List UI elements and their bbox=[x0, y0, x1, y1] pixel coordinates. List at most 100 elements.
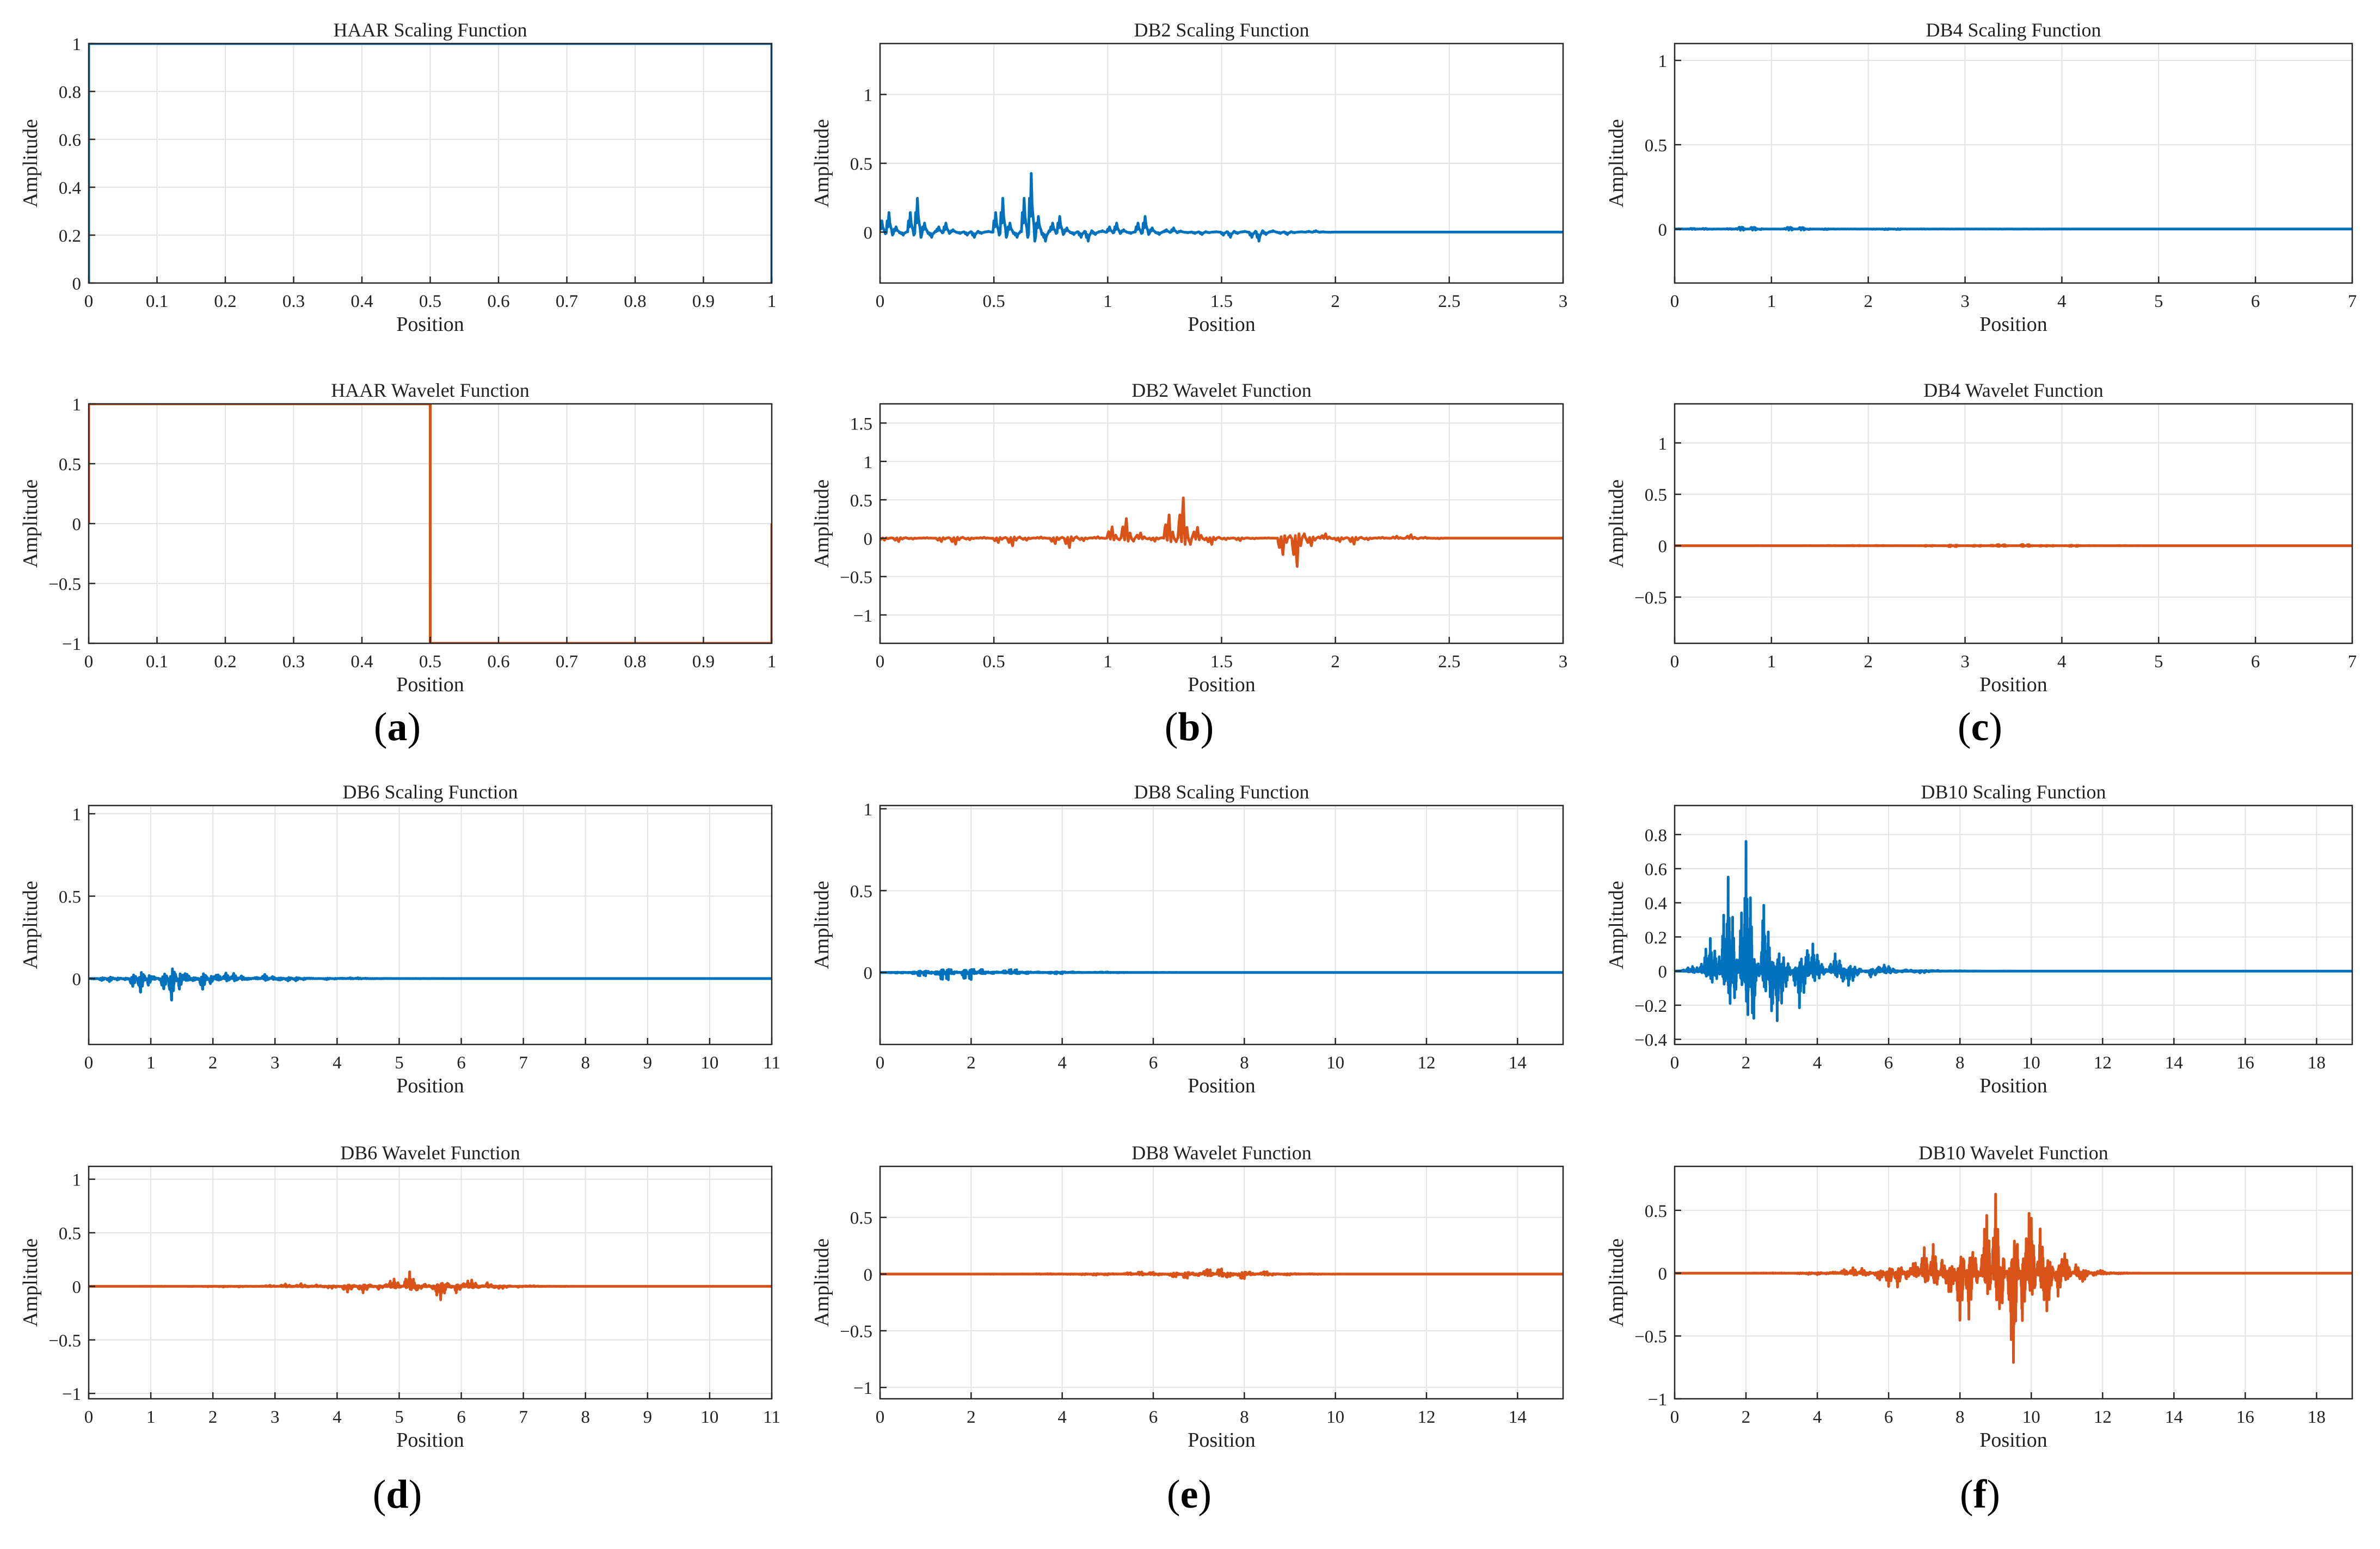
x-tick-label: 0 bbox=[84, 652, 94, 672]
x-tick-label: 4 bbox=[1057, 1053, 1067, 1073]
x-tick-label: 0.4 bbox=[350, 652, 373, 672]
series-line bbox=[89, 404, 772, 643]
x-tick-label: 4 bbox=[333, 1407, 342, 1427]
x-tick-label: 10 bbox=[1326, 1053, 1344, 1073]
y-axis-label: Amplitude bbox=[810, 881, 833, 969]
y-tick-label: 0.8 bbox=[59, 83, 81, 102]
x-tick-label: 11 bbox=[763, 1053, 780, 1073]
y-tick-label: 1 bbox=[72, 395, 82, 415]
x-tick-label: 0.4 bbox=[350, 292, 373, 311]
x-tick-label: 0 bbox=[1670, 1407, 1680, 1427]
x-axis-label: Position bbox=[1188, 673, 1256, 696]
panel-label-e: (e) bbox=[1167, 1472, 1211, 1517]
x-tick-label: 0 bbox=[84, 1053, 94, 1073]
y-tick-label: 0.5 bbox=[59, 455, 81, 475]
x-tick-label: 0.9 bbox=[692, 652, 715, 672]
y-tick-label: 0.8 bbox=[1645, 826, 1667, 845]
axes-box bbox=[1674, 804, 2353, 1046]
y-tick-label: 0.5 bbox=[850, 491, 872, 511]
y-tick-label: 0.5 bbox=[1645, 485, 1667, 505]
y-tick-label: 0 bbox=[864, 1265, 873, 1285]
x-tick-label: 10 bbox=[2022, 1407, 2040, 1427]
chart-title: HAAR Scaling Function bbox=[334, 19, 527, 41]
x-tick-label: 0.7 bbox=[556, 292, 578, 311]
x-tick-label: 4 bbox=[1813, 1407, 1822, 1427]
panel-label-c: (c) bbox=[1958, 705, 2002, 749]
x-tick-label: 12 bbox=[2094, 1407, 2112, 1427]
x-tick-label: 3 bbox=[1559, 292, 1568, 311]
x-tick-label: 0.5 bbox=[983, 292, 1005, 311]
y-tick-label: 0 bbox=[72, 1277, 82, 1297]
panel-db10-w: 0 2 4 6 8 10 12 14 16 18 −1 −0.5 0 0.5 DB10 Wavelet Fu… bbox=[1605, 1142, 2353, 1452]
series-line bbox=[1675, 1193, 2352, 1364]
x-tick-label: 0.2 bbox=[214, 292, 236, 311]
x-tick-label: 2 bbox=[1742, 1407, 1751, 1427]
axes-box bbox=[879, 1165, 1564, 1400]
x-tick-label: 0.9 bbox=[692, 292, 715, 311]
y-tick-label: −0.5 bbox=[1634, 588, 1667, 608]
y-tick-label: −0.4 bbox=[1634, 1031, 1667, 1050]
x-tick-label: 6 bbox=[457, 1053, 466, 1073]
series-line bbox=[1675, 225, 2352, 232]
y-tick-label: −0.5 bbox=[48, 575, 81, 594]
y-axis-label: Amplitude bbox=[1605, 480, 1628, 568]
x-tick-label: 2 bbox=[1864, 292, 1873, 311]
x-tick-label: 1 bbox=[767, 292, 777, 311]
x-tick-label: 0 bbox=[876, 1407, 885, 1427]
chart-title: DB10 Scaling Function bbox=[1921, 781, 2106, 803]
axes-box bbox=[879, 804, 1564, 1046]
y-tick-label: 0.2 bbox=[59, 226, 81, 246]
panel-db10-s: 0 2 4 6 8 10 12 14 16 18 −0.4 −0.2 0 0.2 0.4 0.6 0.8 DB10… bbox=[1605, 781, 2353, 1097]
y-tick-label: −1 bbox=[853, 1379, 872, 1398]
x-tick-label: 18 bbox=[2308, 1053, 2326, 1073]
x-tick-label: 5 bbox=[2154, 652, 2163, 672]
x-axis-label: Position bbox=[1979, 1074, 2047, 1097]
x-tick-label: 12 bbox=[1418, 1053, 1436, 1073]
y-axis-label: Amplitude bbox=[810, 480, 833, 568]
x-tick-label: 6 bbox=[2251, 652, 2260, 672]
y-tick-label: 0 bbox=[1658, 1264, 1668, 1284]
x-tick-label: 3 bbox=[1960, 292, 1970, 311]
y-tick-label: −0.5 bbox=[840, 1322, 872, 1342]
x-axis-label: Position bbox=[1188, 313, 1256, 336]
x-axis-label: Position bbox=[396, 673, 464, 696]
chart-title: DB8 Wavelet Function bbox=[1131, 1142, 1311, 1164]
x-tick-label: 1 bbox=[146, 1053, 156, 1073]
x-axis-label: Position bbox=[1188, 1074, 1256, 1097]
y-tick-label: 0.5 bbox=[850, 155, 872, 174]
x-tick-label: 8 bbox=[1955, 1407, 1965, 1427]
panel-db6-s: 0 1 2 3 4 5 6 7 8 9 10 11 0 0.5 1 DB6 Scaling Function P… bbox=[19, 781, 780, 1097]
x-tick-label: 11 bbox=[763, 1407, 780, 1427]
x-tick-label: 2 bbox=[1331, 652, 1340, 672]
x-tick-label: 2 bbox=[1331, 292, 1340, 311]
panel-db2-s: 0 0.5 1 1.5 2 2.5 3 0 0.5 1 DB2 Scaling Function Po… bbox=[810, 19, 1567, 336]
y-tick-label: 0 bbox=[1658, 220, 1668, 240]
x-tick-label: 16 bbox=[2236, 1053, 2254, 1073]
panel-haar-s: 0 0.1 0.2 0.3 0.4 0.5 0.6 0.7 0.8 0.9 1 0 0.2 0.4 0.6 0… bbox=[19, 19, 776, 336]
chart-title: DB6 Scaling Function bbox=[343, 781, 518, 803]
x-tick-label: 1.5 bbox=[1210, 652, 1233, 672]
x-tick-label: 8 bbox=[581, 1053, 590, 1073]
chart-title: DB4 Scaling Function bbox=[1926, 19, 2101, 41]
x-tick-label: 0.6 bbox=[487, 292, 509, 311]
y-tick-label: −1 bbox=[62, 635, 81, 654]
x-tick-label: 7 bbox=[519, 1053, 528, 1073]
x-axis-label: Position bbox=[396, 1429, 464, 1452]
panel-db4-s: 0 1 2 3 4 5 6 7 0 0.5 1 DB4 Scaling Function Positio… bbox=[1605, 19, 2357, 336]
x-tick-label: 1 bbox=[146, 1407, 156, 1427]
x-tick-label: 0.6 bbox=[487, 652, 509, 672]
panel-label-b: (b) bbox=[1165, 705, 1214, 749]
x-tick-label: 2 bbox=[208, 1053, 218, 1073]
x-tick-label: 0 bbox=[1670, 1053, 1680, 1073]
x-tick-label: 0.8 bbox=[624, 292, 646, 311]
x-tick-label: 4 bbox=[2057, 652, 2067, 672]
y-tick-label: 0 bbox=[864, 223, 873, 243]
x-tick-label: 3 bbox=[1559, 652, 1568, 672]
x-tick-label: 9 bbox=[643, 1407, 653, 1427]
axes-box bbox=[88, 804, 773, 1046]
x-tick-label: 0.5 bbox=[419, 652, 441, 672]
panel-label-a: (a) bbox=[374, 705, 421, 749]
y-tick-label: 0 bbox=[864, 964, 873, 984]
y-tick-label: 0.5 bbox=[59, 1224, 81, 1244]
